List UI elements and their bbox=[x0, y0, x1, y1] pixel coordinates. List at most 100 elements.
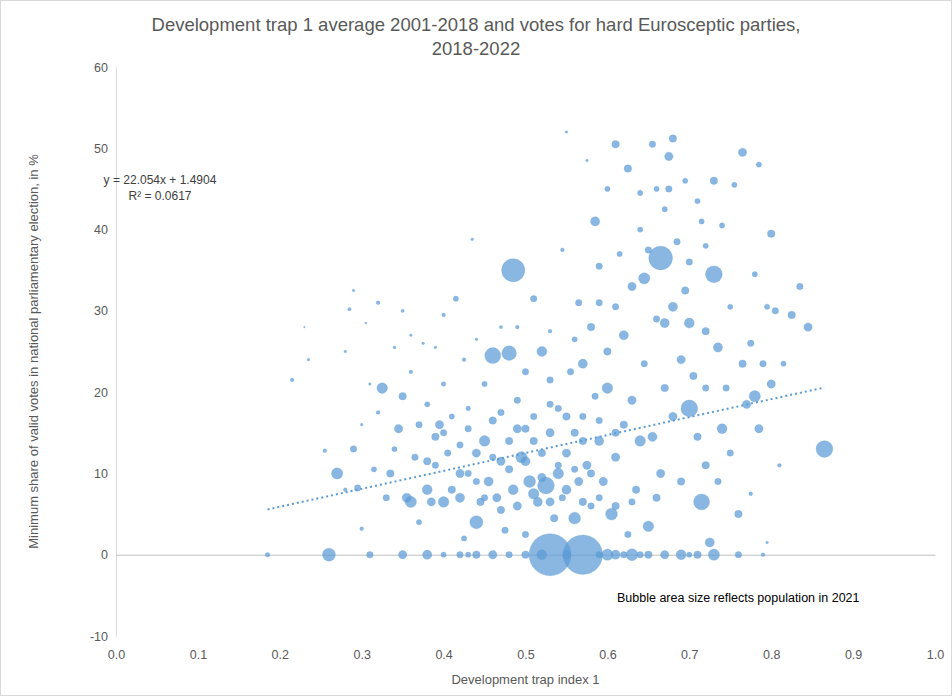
bubble bbox=[637, 551, 644, 558]
x-tick: 0.3 bbox=[354, 555, 371, 662]
bubble bbox=[304, 326, 306, 328]
bubble bbox=[639, 273, 650, 284]
bubble bbox=[767, 230, 775, 238]
bubble bbox=[470, 516, 483, 529]
x-tick: 0.0 bbox=[108, 555, 125, 662]
bubble bbox=[686, 259, 693, 266]
plot-area bbox=[265, 131, 833, 576]
bubble bbox=[502, 259, 525, 282]
bubble bbox=[331, 468, 342, 479]
y-tick: 40 bbox=[94, 223, 116, 237]
y-axis-line bbox=[116, 68, 117, 637]
bubble bbox=[522, 425, 530, 433]
bubble bbox=[752, 272, 757, 277]
bubble bbox=[668, 302, 677, 311]
bubble bbox=[472, 449, 480, 457]
bubble bbox=[471, 238, 474, 241]
bubble bbox=[457, 442, 464, 449]
bubble bbox=[441, 552, 446, 557]
bubble bbox=[466, 552, 471, 557]
bubble bbox=[732, 182, 737, 187]
bubble bbox=[482, 381, 487, 386]
bubble bbox=[569, 512, 581, 524]
bubble bbox=[695, 198, 700, 203]
bubble bbox=[687, 552, 692, 557]
bubble bbox=[662, 207, 667, 212]
bubble bbox=[705, 266, 722, 283]
chart-title: 2018-2022 bbox=[432, 38, 520, 59]
y-tick-label: 50 bbox=[94, 142, 108, 156]
bubble bbox=[683, 178, 688, 183]
bubble bbox=[416, 421, 423, 428]
y-tick: 10 bbox=[94, 467, 116, 481]
x-tick-label: 0.6 bbox=[599, 648, 616, 662]
bubble bbox=[756, 162, 761, 167]
bubble bbox=[611, 550, 620, 559]
bubble bbox=[528, 488, 539, 499]
bubble bbox=[781, 361, 786, 366]
x-tick: 0.1 bbox=[190, 555, 207, 662]
bubble bbox=[632, 486, 640, 494]
y-tick-label: 30 bbox=[94, 304, 108, 318]
bubble bbox=[567, 369, 574, 376]
bubble bbox=[521, 457, 530, 466]
bubble bbox=[653, 316, 660, 323]
bubble bbox=[772, 308, 779, 315]
bubble bbox=[493, 494, 501, 502]
bubble bbox=[502, 527, 509, 534]
bubble bbox=[727, 450, 734, 457]
x-tick-label: 1.0 bbox=[927, 648, 944, 662]
bubble bbox=[628, 282, 636, 290]
bubble bbox=[290, 378, 294, 382]
bubble bbox=[621, 551, 628, 558]
bubble bbox=[423, 550, 432, 559]
bubble bbox=[513, 425, 521, 433]
x-tick-label: 0.9 bbox=[845, 648, 862, 662]
bubble bbox=[596, 299, 603, 306]
bubble bbox=[435, 420, 443, 428]
bubble bbox=[555, 405, 562, 412]
bubble bbox=[625, 531, 632, 538]
bubble bbox=[350, 446, 357, 453]
bubble bbox=[448, 486, 456, 494]
bubble bbox=[676, 550, 686, 560]
bubble bbox=[461, 536, 466, 541]
bubble bbox=[735, 510, 743, 518]
bubble bbox=[485, 348, 501, 364]
bubble bbox=[360, 423, 363, 426]
trendline bbox=[268, 388, 825, 510]
bubble bbox=[648, 432, 657, 441]
bubble bbox=[641, 360, 648, 367]
bubble bbox=[649, 141, 656, 148]
bubble bbox=[365, 322, 367, 324]
bubble bbox=[626, 549, 638, 561]
bubble bbox=[562, 485, 571, 494]
bubble bbox=[489, 417, 497, 425]
bubble bbox=[778, 463, 782, 467]
bubble bbox=[715, 478, 722, 485]
bubble bbox=[694, 551, 702, 559]
x-tick: 0.9 bbox=[845, 555, 862, 662]
bubble bbox=[473, 478, 480, 485]
bubble bbox=[449, 414, 454, 419]
bubble bbox=[588, 503, 595, 510]
bubble bbox=[548, 329, 552, 333]
bubble bbox=[708, 549, 719, 560]
bubble bbox=[797, 283, 804, 290]
bubble bbox=[475, 338, 478, 341]
bubble bbox=[669, 135, 677, 143]
bubble bbox=[690, 372, 698, 380]
bubble bbox=[620, 421, 628, 429]
bubble bbox=[440, 430, 447, 437]
bubble bbox=[605, 186, 610, 191]
bubble bbox=[638, 190, 643, 195]
bubble bbox=[323, 449, 327, 453]
bubble bbox=[755, 425, 763, 433]
bubble bbox=[591, 217, 600, 226]
bubble bbox=[596, 495, 603, 502]
bubble bbox=[723, 385, 730, 392]
bubble bbox=[462, 358, 466, 362]
bubble bbox=[699, 219, 704, 224]
bubble bbox=[393, 346, 396, 349]
bubble bbox=[513, 502, 521, 510]
